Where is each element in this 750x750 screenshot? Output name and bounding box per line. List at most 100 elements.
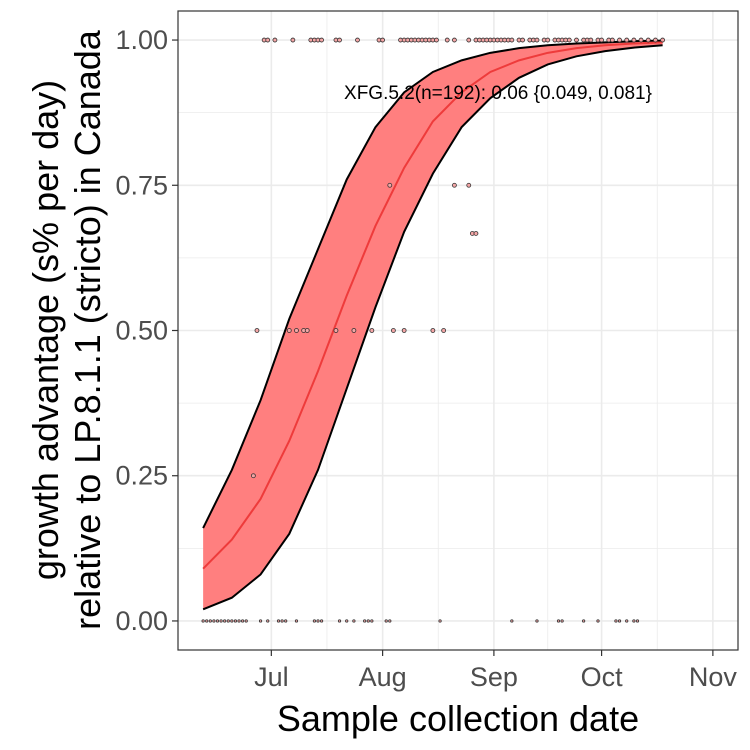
data-point [625,619,629,623]
confidence-ribbon-layer [202,39,663,611]
data-point [241,619,245,623]
data-point [631,37,637,43]
data-point [290,37,296,43]
data-point [337,619,342,623]
data-point [444,37,450,43]
growth-advantage-annotation: XFG.5.2(n=192): 0.06 {0.049, 0.081} [344,83,652,104]
data-point [434,37,439,43]
y-tick-label: 0.25 [115,461,168,491]
data-point [272,37,278,43]
fitted-line [202,41,663,570]
data-point [319,37,324,43]
data-point [333,328,339,333]
data-point [369,328,375,333]
data-point [624,37,630,43]
data-point [384,619,388,623]
data-point [366,619,370,623]
data-point [294,619,299,623]
data-point [208,619,212,623]
x-tick-label: Aug [359,662,407,692]
data-point [266,619,270,623]
data-point [388,619,392,623]
data-point [387,182,393,188]
data-point [286,328,292,333]
data-point [250,473,256,479]
y-tick-label: 1.00 [115,25,168,55]
data-point [312,619,317,623]
data-point [466,37,472,43]
x-tick-label: Jul [254,662,289,692]
data-point [556,619,561,623]
data-point [609,37,615,43]
data-point [280,619,284,623]
data-point [635,619,640,623]
data-point [645,37,651,43]
data-point [441,328,447,333]
data-point [205,619,209,623]
data-point [355,37,360,43]
data-point [473,231,479,236]
data-point [352,619,356,623]
y-tick-label: 0.75 [115,170,168,200]
data-point [509,37,515,43]
data-point [258,619,263,623]
data-point [212,619,216,623]
data-point [351,328,357,333]
x-tick-label: Oct [581,662,624,692]
data-point [237,619,241,623]
axis-ticks-layer: 0.00 0.25 0.50 0.75 1.00 Jul Aug Sep Oct Nov [115,25,737,692]
data-point [632,619,636,623]
data-point [233,619,238,623]
data-point [401,328,407,333]
data-point [201,619,205,623]
data-point [617,619,622,623]
data-point [226,619,230,623]
data-point [316,619,320,623]
data-point [390,328,396,333]
data-point [254,328,260,333]
data-point [534,37,540,43]
data-point [653,37,658,43]
data-point [566,37,572,43]
data-point [574,37,579,43]
data-point [363,619,367,623]
data-point [223,619,227,623]
y-tick-label: 0.50 [115,316,168,346]
data-point [319,619,324,623]
ribbon-lower-bound [202,44,663,611]
data-point [438,619,442,623]
data-point [535,619,539,623]
data-point [582,619,586,623]
data-point [560,619,564,623]
data-point [430,328,436,333]
x-tick-label: Nov [689,662,738,692]
data-point [294,328,299,333]
data-point [660,37,666,43]
data-point [614,619,618,623]
y-axis-title-line-2: relative to LP.8.1.1 (stricto) in Canada [67,29,108,630]
y-tick-label: 0.00 [115,606,168,636]
data-point [219,619,223,623]
data-points-layer [201,37,666,623]
data-point [244,619,248,623]
data-point [520,37,526,43]
x-tick-label: Sep [470,662,518,692]
data-point [466,182,472,188]
data-point [452,37,457,43]
data-point [510,619,514,623]
data-point [452,182,457,188]
data-point [588,37,594,43]
ribbon-upper-bound [202,39,663,529]
y-axis-title-line-1: growth advantage (s% per day) [25,80,66,580]
data-point [638,37,644,43]
data-point [304,328,310,333]
data-point [596,619,600,623]
data-point [380,37,386,43]
data-point [345,619,349,623]
data-point [337,37,342,43]
data-point [230,619,234,623]
data-point [617,37,622,43]
data-point [370,619,374,623]
data-point [545,37,551,43]
